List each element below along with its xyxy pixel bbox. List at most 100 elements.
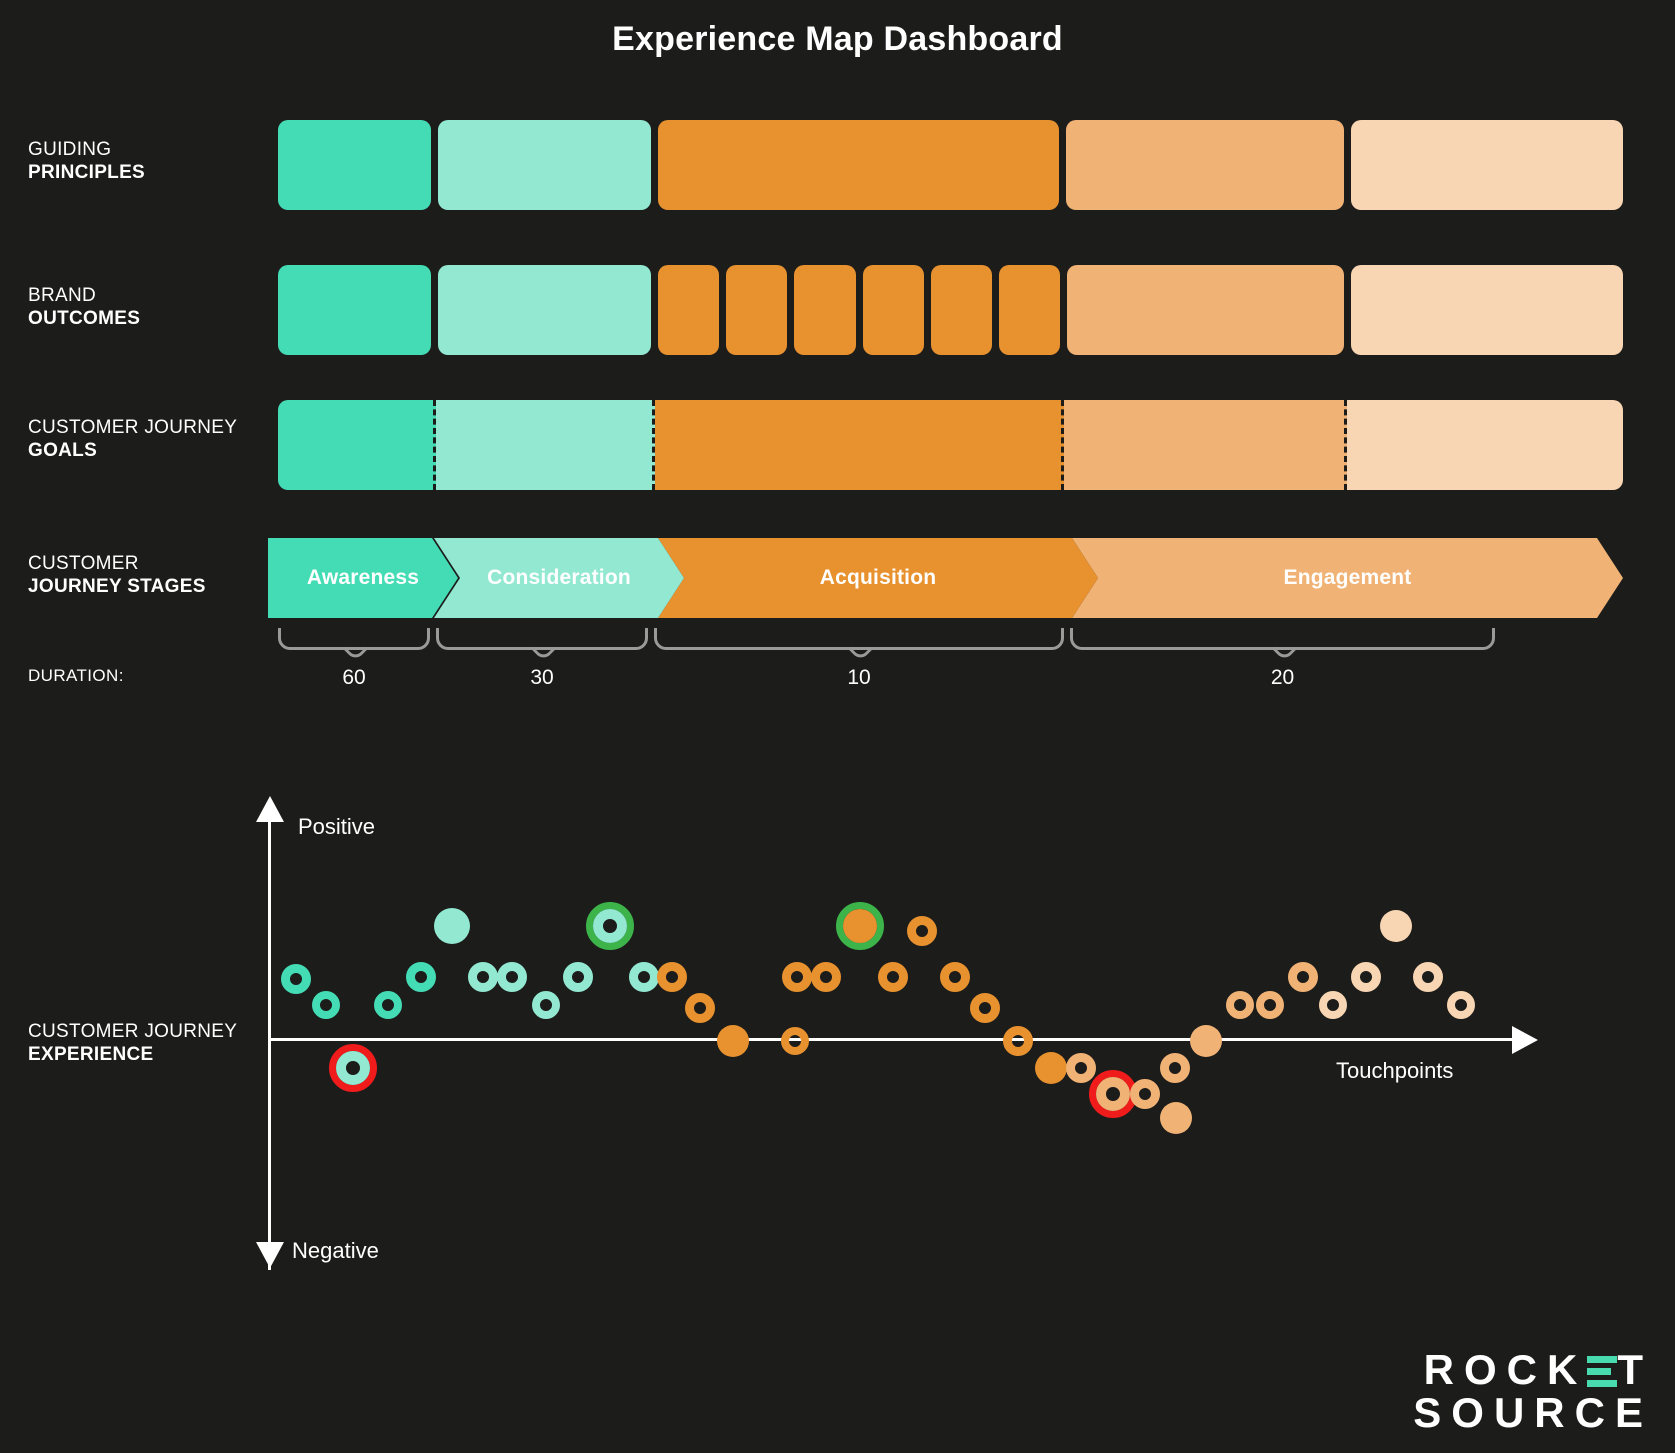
scatter-point[interactable] bbox=[629, 961, 659, 992]
scatter-point[interactable] bbox=[374, 991, 402, 1020]
scatter-point[interactable] bbox=[782, 961, 812, 992]
scatter-point[interactable] bbox=[312, 991, 340, 1020]
row-label-customer-journey-stages: CUSTOMER JOURNEY STAGES bbox=[28, 552, 278, 598]
logo-letter: C bbox=[1506, 1346, 1547, 1394]
journey-stage-consideration[interactable]: Consideration bbox=[434, 538, 684, 618]
segment bbox=[436, 400, 655, 490]
scatter-point[interactable] bbox=[657, 961, 687, 992]
segment bbox=[278, 265, 432, 355]
scatter-point[interactable] bbox=[878, 961, 908, 992]
row-label-customer-journey-goals: CUSTOMER JOURNEY GOALS bbox=[28, 416, 278, 462]
journey-stage-label: Engagement bbox=[1283, 566, 1412, 589]
scatter-point[interactable] bbox=[1003, 1026, 1033, 1057]
row-label-brand-outcomes: BRAND OUTCOMES bbox=[28, 284, 278, 330]
segment bbox=[930, 265, 993, 355]
journey-stage-label: Awareness bbox=[306, 566, 420, 589]
scatter-point[interactable] bbox=[468, 961, 498, 992]
scatter-point[interactable] bbox=[685, 992, 715, 1023]
row-label-line1: CUSTOMER JOURNEY bbox=[28, 417, 238, 438]
logo-letter: T bbox=[1617, 1346, 1653, 1394]
segment bbox=[1347, 400, 1623, 490]
scatter-point-halo bbox=[329, 1043, 377, 1092]
customer-journey-stages-bar: Awareness Consideration Acquisition Engagem… bbox=[268, 538, 1623, 618]
scatter-point[interactable] bbox=[1190, 1025, 1222, 1058]
scatter-point[interactable] bbox=[970, 992, 1000, 1023]
scatter-point[interactable] bbox=[781, 1027, 809, 1056]
segment bbox=[657, 265, 719, 355]
scatter-point-halo bbox=[586, 902, 634, 951]
scatter-point[interactable] bbox=[717, 1025, 749, 1058]
scatter-point[interactable] bbox=[1380, 910, 1412, 943]
scatter-point[interactable] bbox=[907, 916, 937, 946]
journey-stage-label: Consideration bbox=[487, 566, 631, 589]
scatter-point[interactable] bbox=[1066, 1052, 1096, 1083]
duration-brace bbox=[654, 628, 1064, 650]
segment bbox=[794, 265, 856, 355]
scatter-point[interactable] bbox=[1160, 1102, 1192, 1135]
duration-value: 10 bbox=[847, 666, 871, 689]
y-axis-arrow-icon bbox=[256, 796, 284, 822]
scatter-point[interactable] bbox=[1351, 961, 1381, 992]
row-label-line2: EXPERIENCE bbox=[28, 1044, 154, 1066]
row-label-guiding-principles: GUIDING PRINCIPLES bbox=[28, 138, 278, 184]
page-title: Experience Map Dashboard bbox=[612, 20, 1063, 58]
row-label-line2: PRINCIPLES bbox=[28, 162, 146, 184]
row-label-line1: BRAND bbox=[28, 285, 97, 306]
logo-letter: O bbox=[1463, 1346, 1507, 1394]
segment bbox=[1351, 265, 1623, 355]
duration-brace bbox=[436, 628, 648, 650]
customer-journey-experience-chart: Positive Negative Touchpoints bbox=[0, 790, 1675, 1330]
duration-value: 60 bbox=[342, 666, 366, 689]
segment bbox=[1066, 120, 1344, 210]
y-axis-line bbox=[268, 820, 271, 1270]
row-label-customer-journey-experience: CUSTOMER JOURNEY EXPERIENCE bbox=[28, 1020, 278, 1066]
logo-line-source: SOURCE bbox=[1413, 1389, 1653, 1437]
duration-value: 20 bbox=[1270, 666, 1295, 689]
row-label-line2: OUTCOMES bbox=[28, 308, 141, 330]
scatter-point[interactable] bbox=[1413, 961, 1443, 992]
negative-axis-label: Negative bbox=[292, 1238, 379, 1263]
scatter-point[interactable] bbox=[843, 909, 877, 944]
segment bbox=[1063, 400, 1348, 490]
scatter-point[interactable] bbox=[563, 961, 593, 992]
guiding-principles-bar bbox=[278, 120, 1624, 210]
scatter-point[interactable] bbox=[1096, 1077, 1130, 1112]
journey-stage-awareness[interactable]: Awareness bbox=[268, 538, 458, 618]
segment bbox=[726, 265, 788, 355]
scatter-point[interactable] bbox=[336, 1050, 370, 1085]
y-axis-negative-arrow-icon bbox=[256, 1242, 284, 1268]
duration-brace bbox=[278, 628, 430, 650]
logo-e-bars-icon bbox=[1587, 1355, 1618, 1387]
segment bbox=[1350, 120, 1624, 210]
scatter-point[interactable] bbox=[940, 961, 970, 992]
journey-stage-acquisition[interactable]: Acquisition bbox=[658, 538, 1098, 618]
scatter-point[interactable] bbox=[281, 964, 311, 994]
duration-label: DURATION: bbox=[28, 666, 124, 685]
scatter-point[interactable] bbox=[811, 961, 841, 992]
scatter-point[interactable] bbox=[1130, 1079, 1160, 1110]
logo-letter: K bbox=[1547, 1346, 1588, 1394]
journey-stage-engagement[interactable]: Engagement bbox=[1072, 538, 1623, 618]
row-label-line2: GOALS bbox=[28, 440, 98, 462]
scatter-point[interactable] bbox=[1256, 991, 1284, 1020]
segment bbox=[999, 265, 1061, 355]
customer-journey-goals-bar bbox=[278, 400, 1623, 490]
positive-axis-label: Positive bbox=[298, 814, 376, 839]
brand-outcomes-bar bbox=[278, 265, 1623, 355]
scatter-point[interactable] bbox=[1035, 1051, 1067, 1084]
journey-stage-label: Acquisition bbox=[819, 566, 937, 589]
scatter-point[interactable] bbox=[1288, 961, 1318, 992]
scatter-point[interactable] bbox=[593, 909, 627, 944]
scatter-point[interactable] bbox=[1226, 991, 1254, 1020]
segment bbox=[278, 120, 432, 210]
scatter-point[interactable] bbox=[497, 961, 527, 992]
scatter-point[interactable] bbox=[1319, 991, 1347, 1020]
scatter-point[interactable] bbox=[1160, 1052, 1190, 1083]
scatter-point[interactable] bbox=[1447, 991, 1475, 1020]
x-axis-arrow-icon bbox=[1512, 1026, 1538, 1054]
scatter-point[interactable] bbox=[434, 908, 470, 945]
row-label-line1: CUSTOMER JOURNEY bbox=[28, 1021, 238, 1042]
scatter-point-halo bbox=[836, 902, 884, 951]
scatter-point[interactable] bbox=[406, 961, 436, 992]
scatter-point[interactable] bbox=[532, 991, 560, 1020]
